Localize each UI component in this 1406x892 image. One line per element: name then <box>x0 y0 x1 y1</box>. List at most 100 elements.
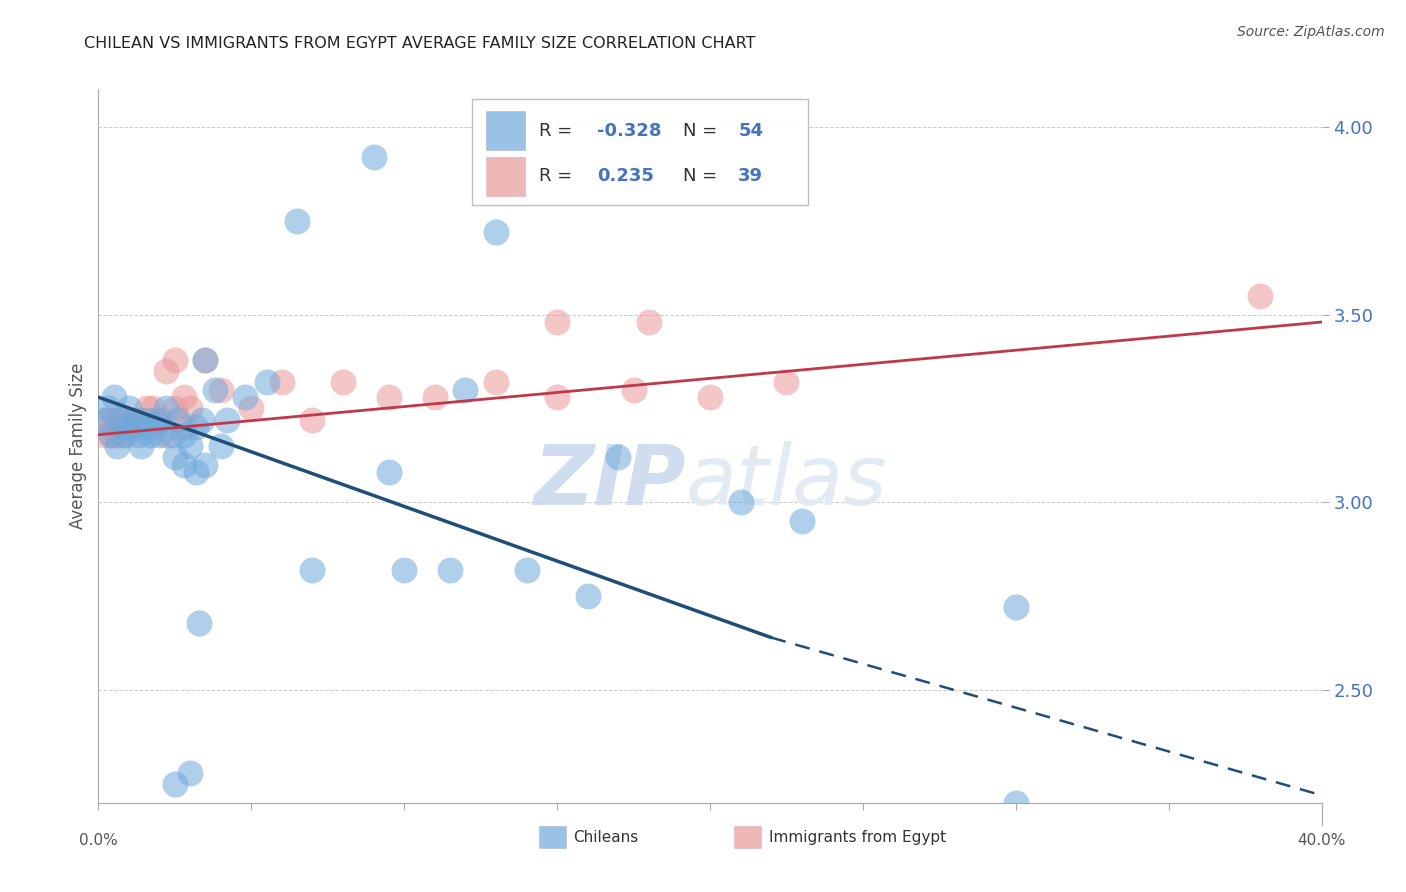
Point <box>142 420 165 434</box>
Bar <box>486 111 526 150</box>
Text: N =: N = <box>683 121 723 139</box>
Point <box>93 427 115 442</box>
Point <box>163 401 186 416</box>
Point <box>516 563 538 577</box>
Point <box>546 315 568 329</box>
Point <box>145 413 167 427</box>
Point <box>108 420 131 434</box>
Point <box>209 439 232 453</box>
Text: Chileans: Chileans <box>574 830 638 845</box>
Point <box>105 439 128 453</box>
Point <box>363 150 385 164</box>
Point <box>392 563 416 577</box>
Point <box>139 427 162 442</box>
Point <box>149 427 172 442</box>
Point <box>256 375 278 389</box>
Bar <box>734 826 762 847</box>
Text: CHILEAN VS IMMIGRANTS FROM EGYPT AVERAGE FAMILY SIZE CORRELATION CHART: CHILEAN VS IMMIGRANTS FROM EGYPT AVERAGE… <box>84 36 756 51</box>
Point <box>93 413 115 427</box>
Point <box>179 765 201 780</box>
Text: 40.0%: 40.0% <box>1298 833 1346 848</box>
Point <box>194 352 217 367</box>
Point <box>163 777 186 791</box>
Point <box>155 427 177 442</box>
Text: -0.328: -0.328 <box>598 121 662 139</box>
Point <box>209 383 232 397</box>
Point <box>730 495 752 509</box>
Point <box>129 439 152 453</box>
Point <box>100 427 122 442</box>
Point <box>115 427 138 442</box>
Text: 0.235: 0.235 <box>598 168 654 186</box>
Point <box>118 401 141 416</box>
Point <box>607 450 630 465</box>
Text: 0.0%: 0.0% <box>79 833 118 848</box>
Text: Source: ZipAtlas.com: Source: ZipAtlas.com <box>1237 25 1385 39</box>
Point <box>136 401 159 416</box>
Point <box>129 413 152 427</box>
Point <box>103 390 125 404</box>
Point <box>121 420 143 434</box>
Bar <box>538 826 565 847</box>
Point <box>240 401 263 416</box>
Point <box>173 458 195 472</box>
Point <box>163 352 186 367</box>
Point <box>332 375 354 389</box>
Point <box>637 315 661 329</box>
Text: Immigrants from Egypt: Immigrants from Egypt <box>769 830 946 845</box>
Point <box>204 383 226 397</box>
Point <box>163 450 186 465</box>
Point <box>454 383 477 397</box>
Point <box>623 383 645 397</box>
Point <box>423 390 446 404</box>
Point <box>173 427 195 442</box>
Text: 54: 54 <box>738 121 763 139</box>
Point <box>194 352 217 367</box>
Text: ZIP: ZIP <box>533 442 686 522</box>
Point <box>97 413 120 427</box>
Point <box>155 401 177 416</box>
Point <box>546 390 568 404</box>
Point <box>439 563 461 577</box>
Point <box>378 465 401 479</box>
Point <box>270 375 292 389</box>
Text: 39: 39 <box>738 168 763 186</box>
Point <box>699 390 721 404</box>
Point <box>111 413 134 427</box>
Y-axis label: Average Family Size: Average Family Size <box>69 363 87 529</box>
Point <box>160 427 183 442</box>
Text: R =: R = <box>538 121 578 139</box>
Point <box>194 458 217 472</box>
Point <box>100 427 122 442</box>
Point <box>485 225 508 239</box>
Point <box>118 413 141 427</box>
Point <box>179 401 201 416</box>
Point <box>142 401 165 416</box>
Bar <box>486 157 526 196</box>
Text: atlas: atlas <box>686 442 887 522</box>
Point <box>155 364 177 378</box>
Point <box>233 390 256 404</box>
Point <box>378 390 401 404</box>
Point <box>115 420 138 434</box>
Point <box>173 420 195 434</box>
Point <box>108 413 131 427</box>
Point <box>179 439 201 453</box>
Point <box>301 413 323 427</box>
Point <box>485 375 508 389</box>
Point <box>188 615 211 630</box>
Text: N =: N = <box>683 168 723 186</box>
Point <box>301 563 323 577</box>
Point <box>576 589 599 603</box>
Text: R =: R = <box>538 168 583 186</box>
Point <box>191 413 214 427</box>
Point <box>97 401 120 416</box>
Point <box>167 413 190 427</box>
Point <box>790 514 813 528</box>
Point <box>127 427 149 442</box>
Point <box>186 465 208 479</box>
FancyBboxPatch shape <box>471 99 808 205</box>
Point <box>124 413 146 427</box>
Point <box>105 427 128 442</box>
Point <box>186 420 208 434</box>
